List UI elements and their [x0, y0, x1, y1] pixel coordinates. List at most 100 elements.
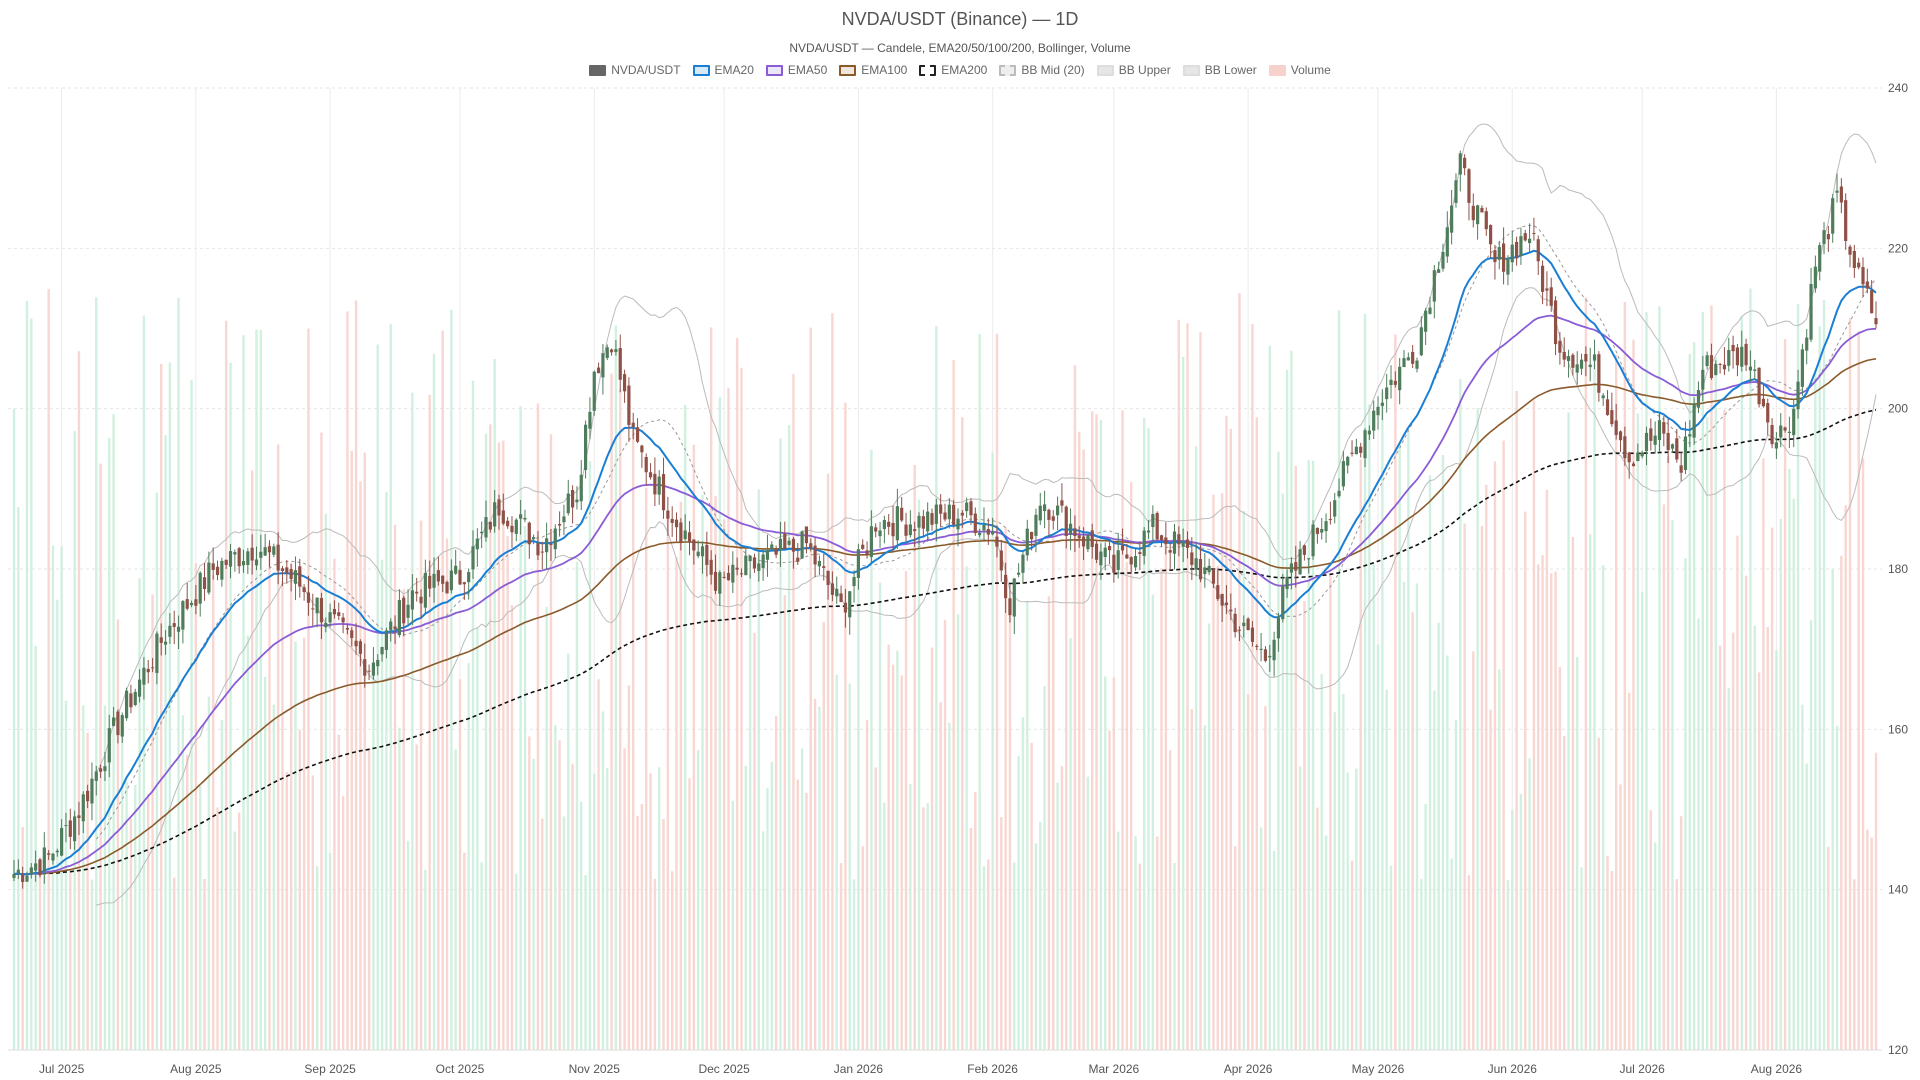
legend-item-ema200[interactable]: EMA200	[919, 63, 987, 77]
candle	[705, 531, 709, 577]
volume-bar	[1705, 417, 1709, 1050]
candle-body	[1385, 387, 1389, 400]
volume-bar	[575, 561, 579, 1050]
volume-bar	[870, 449, 873, 1050]
candle	[1445, 211, 1449, 263]
volume-bar	[1558, 667, 1562, 1050]
candle	[1155, 511, 1159, 541]
volume-bar	[56, 599, 59, 1050]
legend-item-ema50[interactable]: EMA50	[765, 63, 827, 77]
candle	[1558, 332, 1562, 365]
candle	[1285, 569, 1289, 598]
volume-bar	[935, 326, 938, 1051]
candle	[1679, 452, 1683, 482]
volume-bar	[259, 329, 263, 1051]
candle-body	[1683, 436, 1688, 470]
volume-bar	[822, 621, 825, 1050]
volume-bar	[1459, 379, 1462, 1050]
legend-swatch	[765, 64, 783, 76]
candle-body	[978, 532, 982, 536]
volume-bar	[155, 492, 159, 1050]
candle-body	[1688, 434, 1692, 437]
volume-bar	[1407, 431, 1410, 1050]
candle-body	[614, 349, 618, 352]
candle	[64, 812, 68, 843]
volume-bar	[1584, 297, 1588, 1050]
volume-bar	[1718, 645, 1722, 1050]
candle	[731, 551, 735, 594]
volume-bar	[1467, 875, 1471, 1050]
candle	[1683, 421, 1688, 475]
legend-item-bb-lower[interactable]: BB Lower	[1182, 63, 1257, 77]
volume-bar	[891, 664, 895, 1050]
volume-bar	[302, 637, 306, 1050]
volume-bar	[1203, 725, 1207, 1050]
candle	[332, 600, 337, 619]
volume-bar	[1801, 704, 1804, 1050]
volume-bar	[1796, 304, 1800, 1050]
candle-body	[1744, 343, 1748, 366]
candle	[1610, 392, 1614, 427]
legend-item-ema100[interactable]: EMA100	[839, 63, 907, 77]
candle-body	[973, 513, 977, 534]
volume-bar	[1000, 817, 1003, 1050]
volume-bar	[900, 675, 903, 1050]
candle	[285, 560, 289, 584]
candle	[202, 562, 207, 601]
candle	[1025, 519, 1029, 561]
candle	[423, 559, 427, 614]
candle	[558, 511, 562, 537]
candle	[137, 669, 142, 703]
candle-body	[644, 457, 648, 473]
volume-bar	[1099, 419, 1103, 1050]
legend-item-nvda-usdt[interactable]: NVDA/USDT	[589, 63, 681, 77]
x-tick-label: Jul 2025	[39, 1062, 85, 1076]
candle-body	[1787, 431, 1791, 434]
legend-item-bb-mid-20[interactable]: BB Mid (20)	[999, 63, 1085, 77]
candle	[943, 503, 947, 522]
candle-body	[947, 504, 951, 520]
candle	[1060, 483, 1064, 513]
candle	[683, 514, 687, 541]
candle	[787, 537, 791, 547]
volume-bar	[519, 406, 522, 1050]
legend-item-bb-upper[interactable]: BB Upper	[1096, 63, 1171, 77]
candle	[16, 859, 20, 880]
candle	[1289, 557, 1294, 590]
volume-bar	[896, 650, 899, 1050]
candle-body	[692, 539, 696, 551]
candle	[1709, 343, 1714, 380]
legend-item-volume[interactable]: Volume	[1268, 63, 1331, 77]
legend-label: BB Mid (20)	[1021, 63, 1085, 77]
candle	[506, 516, 510, 529]
candle-body	[1060, 500, 1064, 506]
candle	[1302, 544, 1307, 561]
candle	[280, 565, 285, 587]
legend-item-ema20[interactable]: EMA20	[692, 63, 754, 77]
volume-bar	[164, 435, 167, 1050]
volume-bar	[1684, 558, 1687, 1050]
candle-body	[172, 623, 176, 627]
volume-bar	[1376, 644, 1380, 1050]
candle-body	[887, 521, 891, 527]
volume-bar	[692, 444, 696, 1050]
candle-body	[960, 512, 964, 516]
candle-body	[1441, 251, 1445, 269]
volume-bar	[1290, 350, 1293, 1050]
candle-body	[986, 529, 990, 535]
candle-body	[86, 790, 90, 802]
candle-body	[1185, 539, 1190, 548]
y-tick-label: 200	[1888, 402, 1908, 416]
candle	[1004, 562, 1008, 614]
candle	[432, 557, 436, 603]
candle-body	[822, 566, 826, 568]
volume-bar	[1809, 620, 1813, 1050]
volume-bar	[1853, 879, 1856, 1050]
candle	[1237, 626, 1242, 642]
volume-bar	[328, 853, 332, 1050]
volume-bar	[64, 700, 68, 1050]
candle-body	[1406, 357, 1410, 361]
candle-body	[627, 385, 631, 426]
candle	[1328, 501, 1332, 525]
volume-bar	[818, 706, 821, 1050]
